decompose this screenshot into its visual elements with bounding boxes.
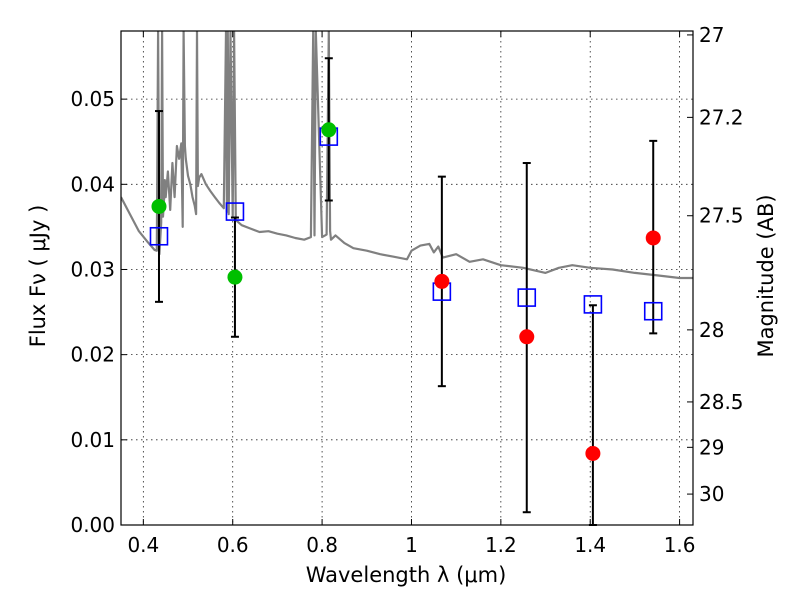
detection-circle-marker (151, 198, 167, 214)
right-tick-label: 29 (699, 435, 724, 459)
x-tick-label: 0.8 (306, 533, 338, 557)
right-tick-label: 27.5 (699, 204, 744, 228)
y-tick-label: 0.04 (70, 172, 115, 196)
model-square-marker (149, 226, 169, 246)
right-tick-label: 28 (699, 318, 724, 342)
detection-circle-marker (227, 269, 243, 285)
model-square-marker (225, 202, 245, 221)
x-tick-label: 0.6 (217, 533, 249, 557)
right-tick-label: 27.2 (699, 105, 744, 129)
x-tick-label: 1.2 (485, 533, 517, 557)
y-tick-label: 0.00 (70, 513, 115, 537)
model-square-marker (517, 288, 537, 307)
detection-circle-marker (321, 122, 337, 138)
spectrum-line (121, 31, 693, 280)
grid (121, 31, 693, 526)
y-axis-label: Flux Fν ( μJy ) (26, 205, 50, 348)
y-tick-label: 0.05 (70, 87, 115, 111)
right-tick-label: 28.5 (699, 390, 744, 414)
plot-frame (120, 30, 694, 526)
detection-circle-marker (519, 329, 535, 345)
marker-layer (149, 122, 663, 461)
y-tick-label: 0.02 (70, 343, 115, 367)
x-tick-label: 1 (405, 533, 418, 557)
x-tick-label: 1.6 (664, 533, 696, 557)
x-tick-label: 0.4 (127, 533, 159, 557)
tick-layer: 0.4 0.6 0.8 1 1.2 1.4 1.6 0.00 0.01 0.02 0.03 0.04 0… (70, 23, 743, 557)
x-axis-label: Wavelength λ (μm) (306, 563, 507, 587)
detection-circle-marker (434, 273, 450, 289)
right-tick-label: 30 (699, 482, 724, 506)
model-square-marker (583, 295, 603, 314)
spectrum-layer (121, 31, 693, 280)
detection-circle-marker (585, 445, 601, 461)
detection-circle-marker (645, 230, 661, 246)
y-axis-label-right: Magnitude (AB) (754, 194, 778, 357)
x-tick-label: 1.4 (574, 533, 606, 557)
model-square-marker (643, 301, 663, 321)
y-tick-label: 0.03 (70, 257, 115, 281)
y-tick-label: 0.01 (70, 428, 115, 452)
right-tick-label: 27 (699, 23, 724, 47)
